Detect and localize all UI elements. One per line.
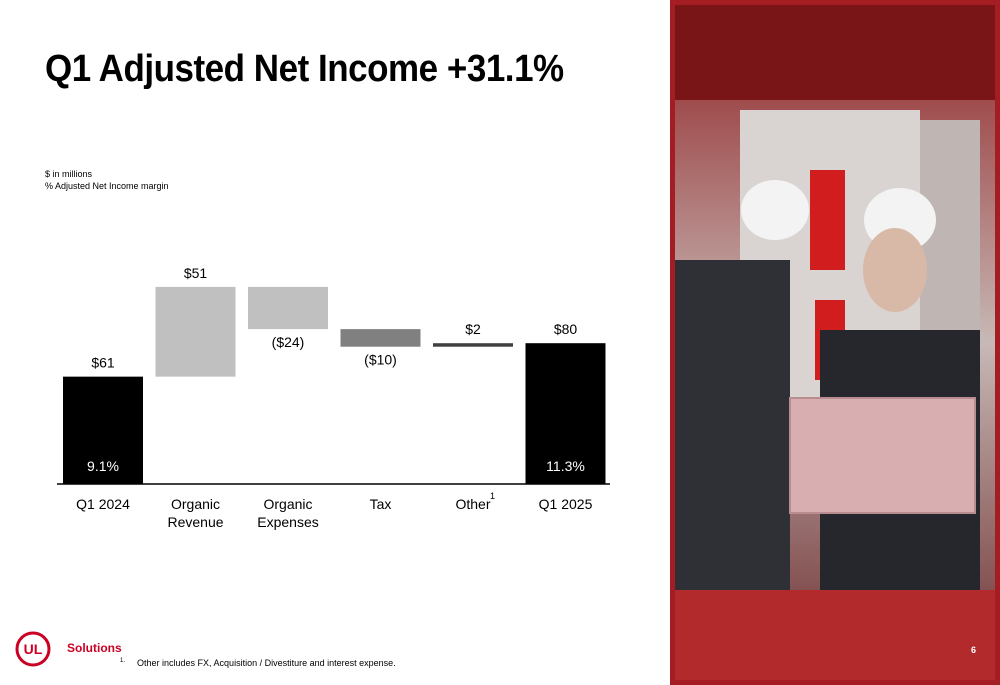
category-label-0: Q1 2024 [76,496,130,512]
margin-label-0: 9.1% [87,458,119,474]
photo-engineers-with-laptop [670,0,1000,685]
category-label-1: Organic Revenue [167,496,223,530]
category-superscript-4: 1 [490,491,495,501]
photo-panel: 6 [670,0,1000,685]
waterfall-chart: $61 9.1% Q1 2024 $51 Organic Revenue ($24) Orga… [57,265,610,530]
bar-1 [155,286,236,377]
value-label-5: $80 [554,321,578,337]
value-label-3: ($10) [364,352,397,368]
footnote-marker: 1. [120,658,126,664]
bar-5 [525,343,606,484]
logo-text: Solutions [67,641,122,655]
bar-3 [340,329,421,347]
ul-logo-icon: UL [15,631,51,667]
bar-4 [433,343,513,347]
value-label-0: $61 [91,355,115,371]
bar-0 [63,376,143,484]
value-label-2: ($24) [272,334,305,350]
footnote-text: Other includes FX, Acquisition / Divesti… [137,658,396,668]
value-label-4: $2 [465,321,481,337]
page-number: 6 [970,645,976,655]
category-label-2: Organic Expenses [257,496,318,530]
unit-note: $ in millions [45,169,93,179]
category-label-3: Tax [370,496,392,512]
category-label-4: Other [455,496,490,512]
value-label-1: $51 [184,265,208,281]
ul-solutions-logo: UL Solutions [15,629,125,671]
margin-label-5: 11.3% [546,458,585,474]
margin-note: % Adjusted Net Income margin [45,181,169,191]
bar-2 [248,286,328,330]
page-title: Q1 Adjusted Net Income +31.1% [45,48,564,90]
footnote: 1. Other includes FX, Acquisition / Dives… [120,658,396,668]
logo-mark: UL [24,641,43,657]
category-label-5: Q1 2025 [539,496,593,512]
